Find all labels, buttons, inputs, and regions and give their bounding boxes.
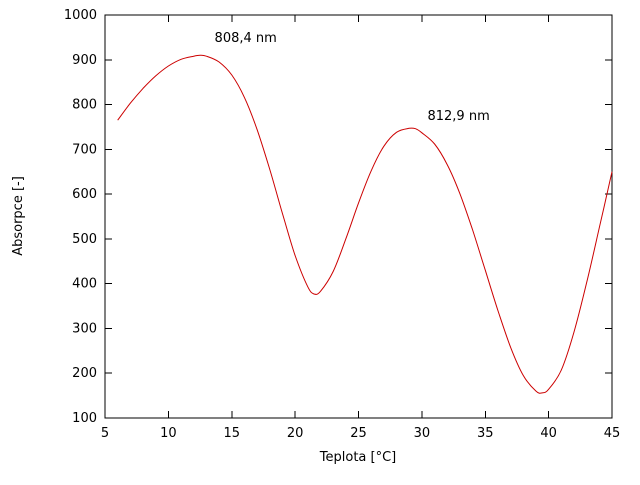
y-tick-label: 1000	[64, 8, 97, 23]
x-tick-label: 10	[160, 426, 177, 441]
x-tick-label: 30	[414, 426, 431, 441]
x-tick-label: 25	[350, 426, 367, 441]
y-axis-label: Absorpce [-]	[11, 176, 26, 256]
x-tick-label: 35	[477, 426, 494, 441]
plot-area: 5 10 15 20 25 30 35 40 45 100 200 300 400 500 600 700 80…	[64, 8, 620, 441]
y-tick-label: 600	[72, 187, 97, 202]
x-tick-label: 15	[223, 426, 240, 441]
x-axis-label: Teplota [°C]	[319, 450, 396, 465]
x-tick-label: 5	[101, 426, 109, 441]
x-tick-label: 40	[540, 426, 557, 441]
x-tick-label: 20	[287, 426, 304, 441]
y-tick-label: 100	[72, 411, 97, 426]
y-tick-label: 900	[72, 53, 97, 68]
y-tick-label: 500	[72, 232, 97, 247]
plot-border	[104, 14, 613, 419]
y-tick-label: 400	[72, 277, 97, 292]
y-tick-label: 300	[72, 321, 97, 336]
y-tick-label: 800	[72, 98, 97, 113]
annotation-peak-2: 812,9 nm	[427, 109, 489, 124]
y-tick-label: 700	[72, 142, 97, 157]
data-curve	[117, 54, 613, 394]
annotation-peak-1: 808,4 nm	[215, 31, 277, 46]
x-tick-label: 45	[604, 426, 621, 441]
y-tick-label: 200	[72, 366, 97, 381]
